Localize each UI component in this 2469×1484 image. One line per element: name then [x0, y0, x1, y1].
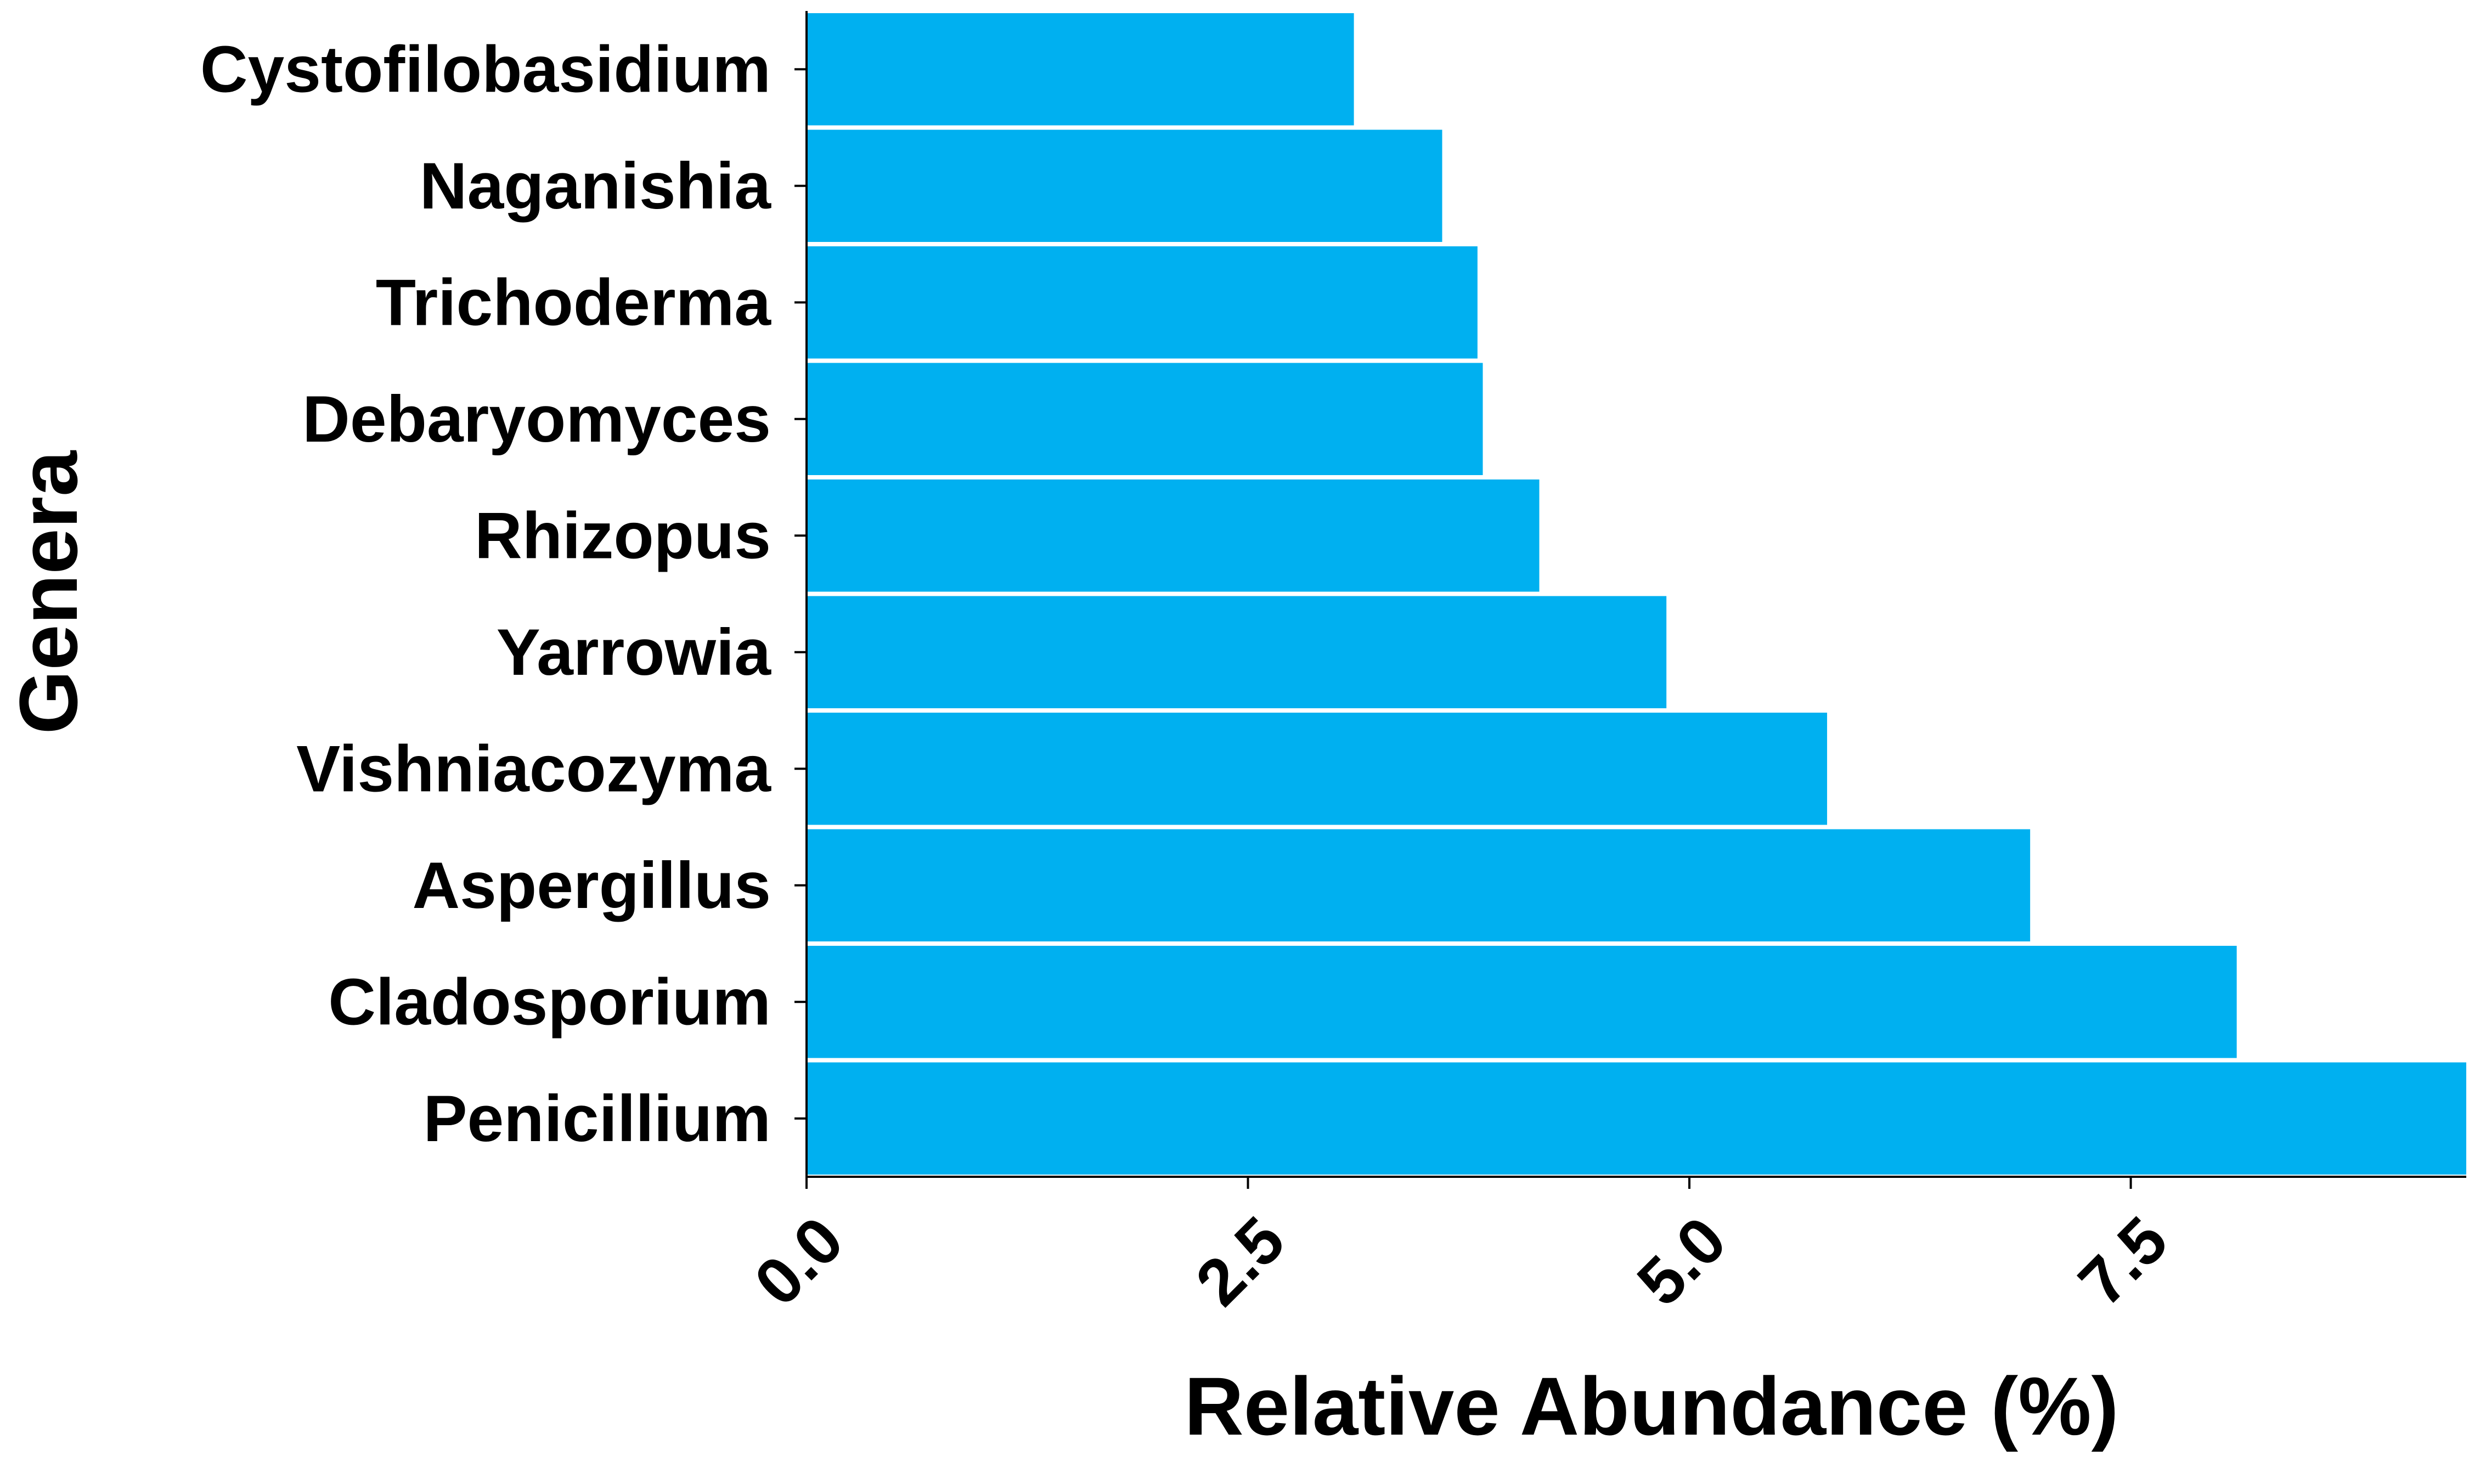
y-tick-label-naganishia: Naganishia — [420, 149, 771, 223]
y-axis-title: Genera — [2, 450, 94, 735]
y-tick-label-aspergillus: Aspergillus — [413, 849, 771, 922]
y-tick-label-vishniacozyma: Vishniacozyma — [296, 732, 771, 805]
y-tick-label-yarrowia: Yarrowia — [497, 616, 772, 689]
y-tick-label-cystofilobasidium: Cystofilobasidium — [200, 32, 771, 106]
axes-layer — [805, 11, 2466, 1178]
x-tick-label-5.0: 5.0 — [1624, 1203, 1740, 1320]
y-tick-layer: Cystofilobasidium Naganishia Trichoderma De… — [200, 32, 807, 1155]
bar-trichoderma — [807, 246, 1478, 359]
y-tick-label-debaryomyces: Debaryomyces — [302, 382, 771, 456]
y-tick-label-trichoderma: Trichoderma — [376, 266, 771, 339]
bar-cladosporium — [807, 946, 2237, 1058]
bar-penicillium — [807, 1062, 2466, 1175]
y-tick-label-cladosporium: Cladosporium — [328, 965, 771, 1039]
x-tick-label-7.5: 7.5 — [2065, 1203, 2181, 1320]
bar-aspergillus — [807, 829, 2031, 941]
x-tick-label-2.5: 2.5 — [1182, 1203, 1299, 1320]
x-axis-title: Relative Abundance (%) — [1184, 1360, 2118, 1452]
y-tick-label-rhizopus: Rhizopus — [475, 499, 771, 572]
bar-yarrowia — [807, 596, 1667, 708]
bars-layer — [807, 13, 2466, 1175]
bar-naganishia — [807, 129, 1442, 242]
bar-debaryomyces — [807, 363, 1483, 475]
y-tick-label-penicillium: Penicillium — [423, 1082, 771, 1155]
bar-rhizopus — [807, 479, 1540, 592]
x-tick-label-0.0: 0.0 — [741, 1203, 858, 1320]
x-tick-layer: 0.0 2.5 5.0 7.5 — [741, 1177, 2181, 1319]
bar-cystofilobasidium — [807, 13, 1354, 126]
bar-vishniacozyma — [807, 713, 1828, 825]
